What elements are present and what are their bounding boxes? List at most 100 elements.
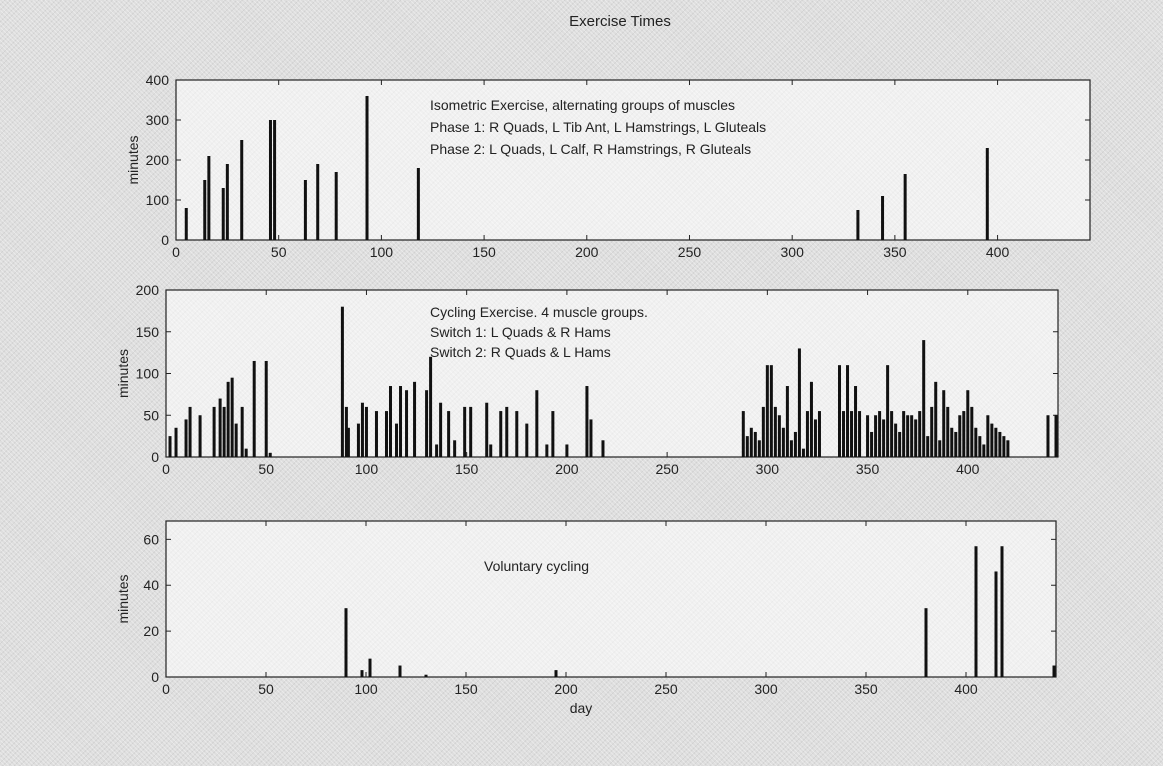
isometric-y-tick-label: 400 (146, 72, 170, 88)
cycling-bar (998, 431, 1002, 457)
isometric-annotation-line: Phase 2: L Quads, L Calf, R Hamstrings, … (430, 141, 751, 157)
cycling-y-tick-label: 100 (136, 366, 160, 382)
cycling-bar (970, 406, 974, 457)
isometric-y-axis-label: minutes (125, 135, 141, 184)
voluntary-y-axis-label: minutes (115, 574, 131, 623)
voluntary-bar (974, 546, 978, 677)
voluntary-x-tick-label: 250 (654, 681, 678, 697)
voluntary-cycling-panel: 0 50 100 150 200 250 300 350 400 0 20 40 60 minutes da… (115, 520, 1057, 716)
cycling-bar (439, 402, 443, 457)
cycling-bar (184, 419, 188, 457)
cycling-bar (340, 306, 344, 457)
voluntary-y-tick-label: 60 (143, 531, 159, 547)
cycling-x-tick-label: 250 (655, 461, 679, 477)
isometric-x-tick-label: 100 (370, 244, 394, 260)
voluntary-y-tick-label: 20 (143, 623, 159, 639)
cycling-bar (765, 365, 769, 457)
cycling-bar (218, 398, 222, 457)
cycling-bar (565, 444, 569, 457)
cycling-bar (589, 419, 593, 457)
cycling-annotation-line: Switch 2: R Quads & L Hams (430, 344, 611, 360)
cycling-bar (954, 431, 958, 457)
cycling-bar (429, 356, 433, 457)
cycling-bar (551, 411, 555, 457)
cycling-bar (846, 365, 850, 457)
voluntary-x-tick-label: 300 (754, 681, 778, 697)
isometric-plot-area (175, 79, 1091, 241)
voluntary-x-tick-label: 100 (354, 681, 378, 697)
isometric-x-tick-label: 0 (172, 244, 180, 260)
cycling-bar (188, 406, 192, 457)
cycling-x-tick-label: 100 (355, 461, 379, 477)
cycling-bar (918, 411, 922, 457)
isometric-bar (203, 180, 207, 240)
isometric-y-tick-label: 200 (146, 152, 170, 168)
voluntary-bar (1000, 546, 1004, 677)
cycling-bar (234, 423, 238, 457)
cycling-bar (1006, 440, 1010, 457)
cycling-plot-area (165, 289, 1059, 458)
voluntary-x-tick-label: 50 (258, 681, 274, 697)
cycling-bar (942, 390, 946, 457)
cycling-bar (198, 415, 202, 457)
cycling-x-tick-label: 200 (555, 461, 579, 477)
cycling-bar (938, 440, 942, 457)
cycling-x-tick-label: 400 (956, 461, 980, 477)
cycling-bar (525, 423, 529, 457)
voluntary-y-tick-label: 40 (143, 577, 159, 593)
isometric-y-tick-label: 300 (146, 112, 170, 128)
voluntary-x-tick-label: 200 (554, 681, 578, 697)
cycling-bar (898, 431, 902, 457)
cycling-bar (174, 427, 178, 457)
cycling-bar (601, 440, 605, 457)
isometric-bar (903, 174, 907, 240)
isometric-bar (316, 164, 320, 240)
voluntary-bar (424, 674, 428, 677)
cycling-bar (974, 427, 978, 457)
cycling-bar (364, 406, 368, 457)
cycling-bar (395, 423, 399, 457)
cycling-bar (842, 411, 846, 457)
cycling-bar (447, 411, 451, 457)
voluntary-x-tick-label: 150 (454, 681, 478, 697)
cycling-bar (801, 448, 805, 457)
cycling-annotation-line: Switch 1: L Quads & R Hams (430, 324, 611, 340)
cycling-bar (212, 406, 216, 457)
cycling-bar (745, 436, 749, 457)
isometric-bar (225, 164, 229, 240)
cycling-bar (545, 444, 549, 457)
cycling-bar (958, 415, 962, 457)
voluntary-y-tick-label: 0 (151, 669, 159, 685)
cycling-bar (346, 427, 350, 457)
isometric-bar (240, 140, 244, 240)
cycling-bar (1002, 436, 1006, 457)
isometric-x-tick-label: 350 (883, 244, 907, 260)
voluntary-bar (924, 608, 928, 677)
cycling-bar (854, 386, 858, 457)
cycling-bar (384, 411, 388, 457)
cycling-bar (463, 406, 467, 457)
cycling-bar (435, 444, 439, 457)
cycling-bar (374, 411, 378, 457)
cycling-bar (902, 411, 906, 457)
cycling-bar (773, 406, 777, 457)
cycling-bar (781, 427, 785, 457)
cycling-bar (797, 348, 801, 457)
cycling-bar (906, 415, 910, 457)
cycling-x-tick-label: 300 (756, 461, 780, 477)
cycling-bar (866, 415, 870, 457)
voluntary-plot-area (165, 520, 1057, 678)
cycling-bar (990, 423, 994, 457)
cycling-y-tick-label: 200 (136, 282, 160, 298)
cycling-bar (874, 415, 878, 457)
isometric-bar (303, 180, 307, 240)
cycling-y-tick-label: 150 (136, 324, 160, 340)
cycling-bar (356, 423, 360, 457)
voluntary-annotation-line: Voluntary cycling (484, 558, 589, 574)
cycling-x-tick-label: 50 (258, 461, 274, 477)
cycling-bar (489, 444, 493, 457)
cycling-bar (894, 423, 898, 457)
cycling-bar (966, 390, 970, 457)
voluntary-bar (554, 670, 558, 677)
